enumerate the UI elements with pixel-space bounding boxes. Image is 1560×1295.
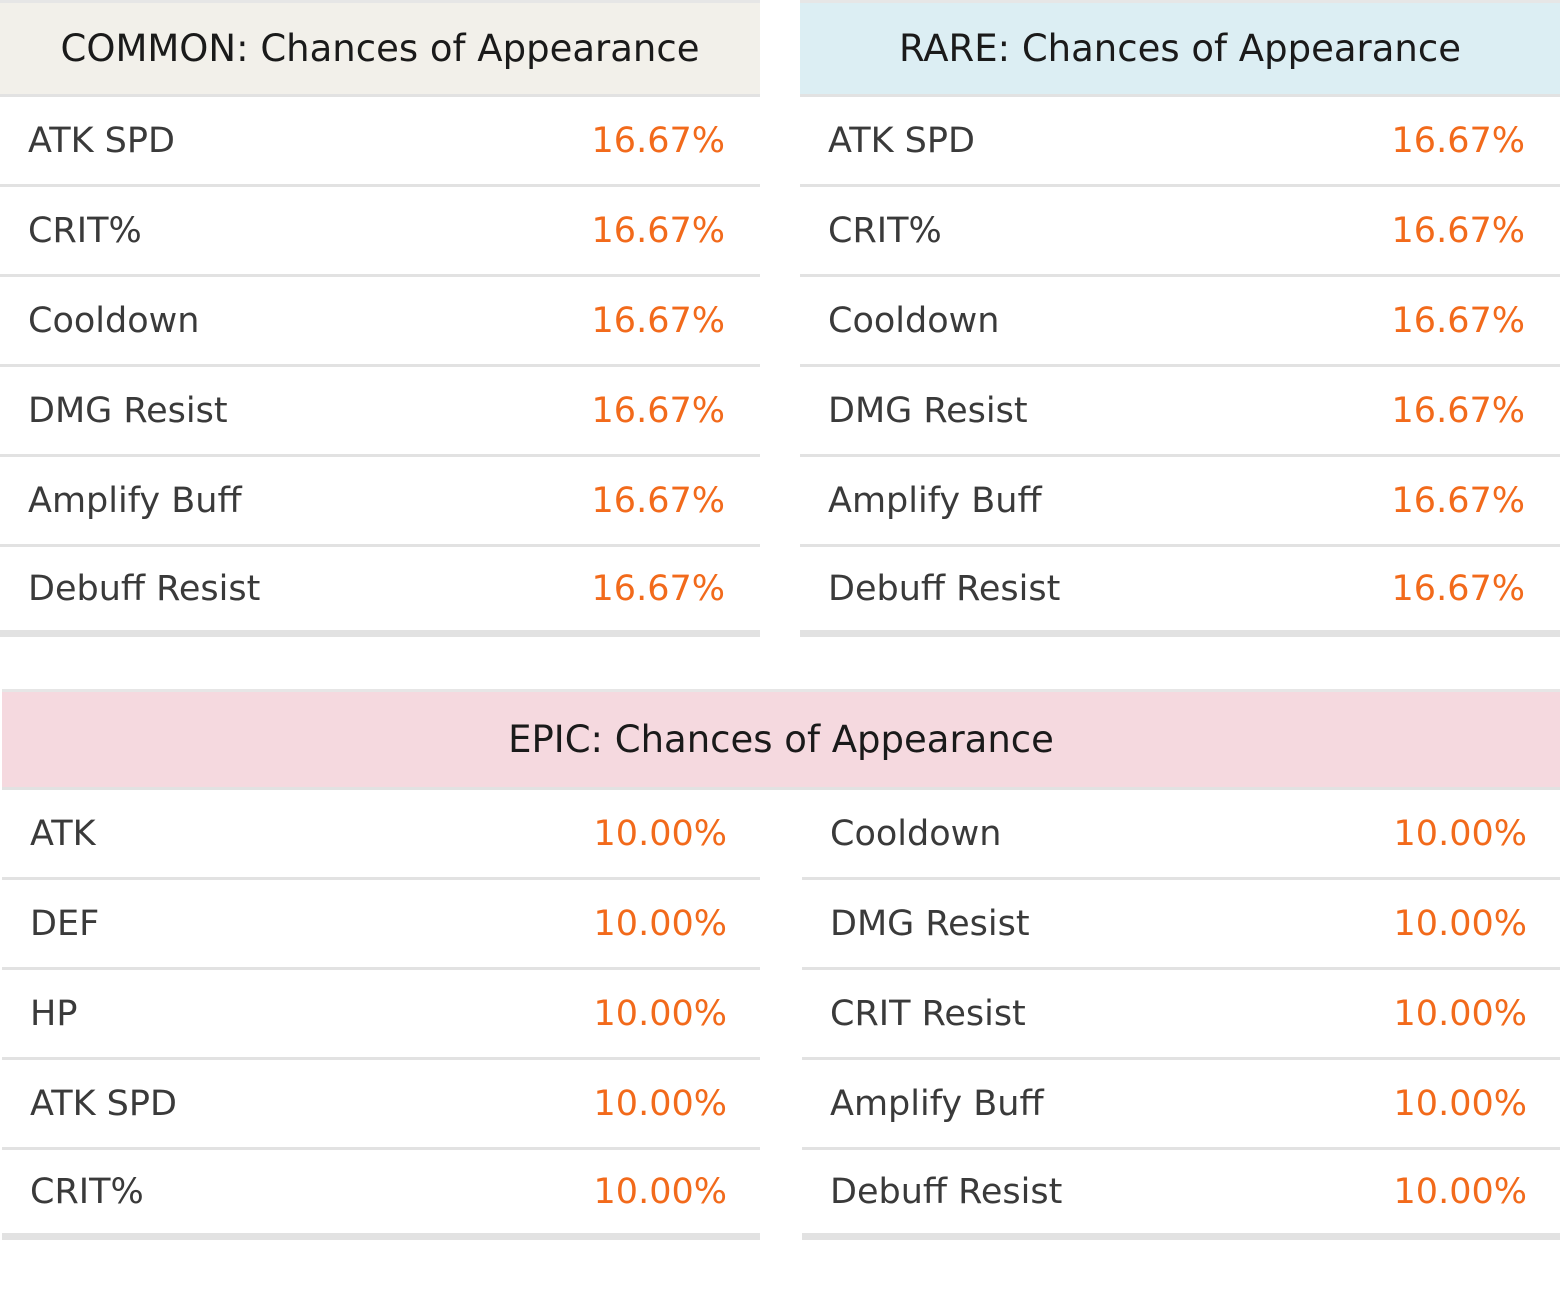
rare-table-title: RARE: Chances of Appearance [800,3,1560,97]
stat-name: Cooldown [828,300,1000,341]
table-row: CRIT% 10.00% [2,1150,760,1240]
table-row: CRIT% 16.67% [800,187,1560,277]
stat-name: Debuff Resist [828,568,1061,609]
stat-name: Cooldown [28,300,200,341]
stat-chance: 10.00% [593,903,727,944]
stat-chance: 16.67% [1391,120,1525,161]
table-row: CRIT Resist 10.00% [802,970,1560,1060]
table-row: DMG Resist 10.00% [802,880,1560,970]
table-row: DMG Resist 16.67% [800,367,1560,457]
table-row: Debuff Resist 16.67% [0,547,760,637]
epic-right-column: Cooldown 10.00% DMG Resist 10.00% CRIT R… [802,790,1560,1240]
rare-chances-table: RARE: Chances of Appearance ATK SPD 16.6… [800,0,1560,637]
stat-name: Debuff Resist [830,1171,1063,1212]
stat-chance: 16.67% [591,120,725,161]
stat-chance: 10.00% [1393,813,1527,854]
stat-name: Amplify Buff [830,1083,1044,1124]
common-table-title: COMMON: Chances of Appearance [0,3,760,97]
stat-name: Cooldown [830,813,1002,854]
stat-name: CRIT% [30,1171,144,1212]
stat-chance: 16.67% [1391,390,1525,431]
table-row: Cooldown 10.00% [802,790,1560,880]
stat-name: DMG Resist [828,390,1028,431]
table-row: ATK SPD 16.67% [800,97,1560,187]
stat-chance: 16.67% [1391,568,1525,609]
stat-chance: 10.00% [1393,903,1527,944]
table-row: Amplify Buff 10.00% [802,1060,1560,1150]
stat-chance: 10.00% [593,1171,727,1212]
stat-chance: 10.00% [1393,1083,1527,1124]
stat-name: HP [30,993,78,1034]
stat-chance: 10.00% [593,1083,727,1124]
stat-name: ATK SPD [30,1083,177,1124]
stat-name: ATK SPD [828,120,975,161]
table-row: Amplify Buff 16.67% [800,457,1560,547]
table-row: HP 10.00% [2,970,760,1060]
stat-name: ATK [30,813,96,854]
stat-chance: 10.00% [1393,1171,1527,1212]
table-row: DMG Resist 16.67% [0,367,760,457]
stat-name: Amplify Buff [828,480,1042,521]
stat-name: Amplify Buff [28,480,242,521]
stat-name: CRIT Resist [830,993,1026,1034]
stat-name: DEF [30,903,100,944]
epic-left-column: ATK 10.00% DEF 10.00% HP 10.00% ATK SPD … [2,790,760,1240]
table-row: Amplify Buff 16.67% [0,457,760,547]
stat-chance: 16.67% [1391,300,1525,341]
stat-chance: 16.67% [1391,210,1525,251]
epic-chances-table: EPIC: Chances of Appearance ATK 10.00% D… [2,689,1560,1240]
stat-name: ATK SPD [28,120,175,161]
table-row: Debuff Resist 10.00% [802,1150,1560,1240]
table-row: ATK SPD 16.67% [0,97,760,187]
table-row: CRIT% 16.67% [0,187,760,277]
stat-chance: 10.00% [1393,993,1527,1034]
stat-name: CRIT% [828,210,942,251]
table-row: DEF 10.00% [2,880,760,970]
stat-chance: 16.67% [591,210,725,251]
stat-chance: 16.67% [591,390,725,431]
epic-table-title: EPIC: Chances of Appearance [2,692,1560,790]
stat-chance: 16.67% [591,300,725,341]
stat-name: DMG Resist [830,903,1030,944]
stat-name: Debuff Resist [28,568,261,609]
stat-chance: 16.67% [1391,480,1525,521]
stat-chance: 10.00% [593,993,727,1034]
stat-chance: 16.67% [591,480,725,521]
epic-columns: ATK 10.00% DEF 10.00% HP 10.00% ATK SPD … [2,790,1560,1240]
table-row: Cooldown 16.67% [0,277,760,367]
table-row: ATK SPD 10.00% [2,1060,760,1150]
stat-chance: 10.00% [593,813,727,854]
table-row: Debuff Resist 16.67% [800,547,1560,637]
stat-name: CRIT% [28,210,142,251]
stat-chance: 16.67% [591,568,725,609]
common-chances-table: COMMON: Chances of Appearance ATK SPD 16… [0,0,760,637]
stat-name: DMG Resist [28,390,228,431]
table-row: ATK 10.00% [2,790,760,880]
table-row: Cooldown 16.67% [800,277,1560,367]
